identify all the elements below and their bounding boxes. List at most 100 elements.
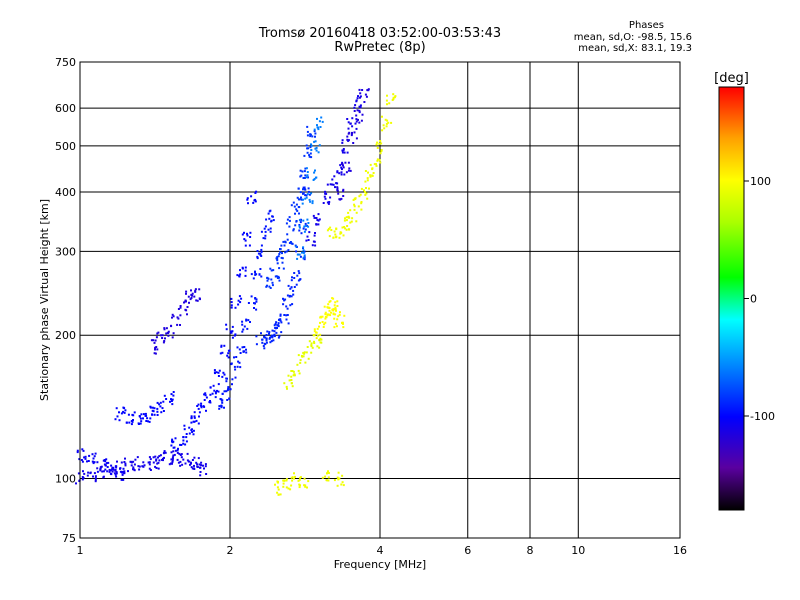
data-point <box>255 343 258 346</box>
data-point <box>148 461 151 464</box>
data-point <box>303 250 306 253</box>
data-point <box>204 392 207 395</box>
data-point <box>307 147 310 150</box>
data-point <box>111 468 114 471</box>
data-point <box>278 318 280 321</box>
data-point <box>366 179 369 182</box>
data-point <box>243 238 246 241</box>
data-point <box>275 257 278 260</box>
data-point <box>264 336 267 339</box>
data-point <box>332 183 335 186</box>
data-point <box>216 389 218 392</box>
data-point <box>260 332 262 335</box>
data-point <box>199 471 202 473</box>
data-point <box>388 102 391 105</box>
data-point <box>265 341 268 344</box>
data-point <box>136 456 139 459</box>
data-point <box>277 493 280 496</box>
data-point <box>324 190 327 193</box>
data-point <box>182 439 185 442</box>
data-point <box>230 362 233 365</box>
data-point <box>191 467 194 470</box>
data-point <box>307 480 310 483</box>
data-point <box>336 476 339 479</box>
data-point <box>202 405 205 408</box>
data-point <box>282 479 285 482</box>
data-point <box>266 330 269 333</box>
data-point <box>329 314 332 317</box>
data-point <box>234 333 237 336</box>
data-point <box>315 337 318 340</box>
data-point <box>365 192 368 195</box>
data-point <box>197 457 200 460</box>
data-point <box>239 269 241 272</box>
data-point <box>199 466 201 469</box>
data-point <box>306 235 309 238</box>
data-point <box>158 455 161 458</box>
data-point <box>120 412 123 415</box>
data-point <box>345 228 348 231</box>
data-point <box>159 454 162 457</box>
data-point <box>108 468 111 471</box>
data-point <box>366 177 369 180</box>
data-point <box>183 424 186 427</box>
data-point <box>195 299 198 302</box>
data-point <box>357 95 359 98</box>
data-point <box>246 232 248 235</box>
data-point <box>288 379 291 382</box>
data-point <box>237 303 240 306</box>
data-point <box>276 324 279 327</box>
data-point <box>290 204 293 207</box>
data-point <box>203 467 205 470</box>
data-point <box>80 459 83 461</box>
data-point <box>81 448 84 451</box>
data-point <box>247 302 250 304</box>
data-point <box>310 192 313 195</box>
data-point <box>96 470 99 473</box>
data-point <box>171 313 174 316</box>
data-point <box>269 267 272 270</box>
data-point <box>244 244 247 247</box>
data-point <box>299 191 302 194</box>
data-point <box>247 319 250 322</box>
data-point <box>297 206 300 208</box>
data-point <box>176 316 179 319</box>
data-point <box>264 230 267 233</box>
data-point <box>149 458 152 461</box>
data-point <box>257 252 260 255</box>
data-point <box>241 330 244 333</box>
data-point <box>358 105 361 108</box>
data-point <box>230 301 233 304</box>
data-point <box>288 216 291 219</box>
data-point <box>220 345 223 348</box>
data-point <box>293 374 296 377</box>
data-point <box>189 298 192 301</box>
data-point <box>280 321 283 324</box>
data-point <box>316 334 319 337</box>
data-point <box>103 463 106 466</box>
data-point <box>287 249 290 252</box>
data-point <box>260 250 263 253</box>
data-point <box>138 468 141 471</box>
data-point <box>170 462 172 465</box>
data-point <box>309 146 312 149</box>
data-point <box>147 461 150 464</box>
phase-stats-heading: Phases <box>628 20 664 31</box>
data-point <box>290 382 293 385</box>
data-point <box>313 128 316 131</box>
data-point <box>286 387 288 390</box>
data-point <box>191 428 193 431</box>
data-point <box>292 289 295 292</box>
data-point <box>306 224 308 227</box>
data-point <box>83 472 86 475</box>
data-point <box>254 198 257 201</box>
data-point <box>115 472 118 475</box>
data-point <box>292 374 295 377</box>
data-point <box>304 485 307 488</box>
data-point <box>302 188 304 191</box>
data-point <box>261 338 264 341</box>
data-point <box>343 219 346 222</box>
colorbar-tick-label: 100 <box>750 175 771 188</box>
data-point <box>392 96 395 99</box>
data-point <box>340 197 343 200</box>
